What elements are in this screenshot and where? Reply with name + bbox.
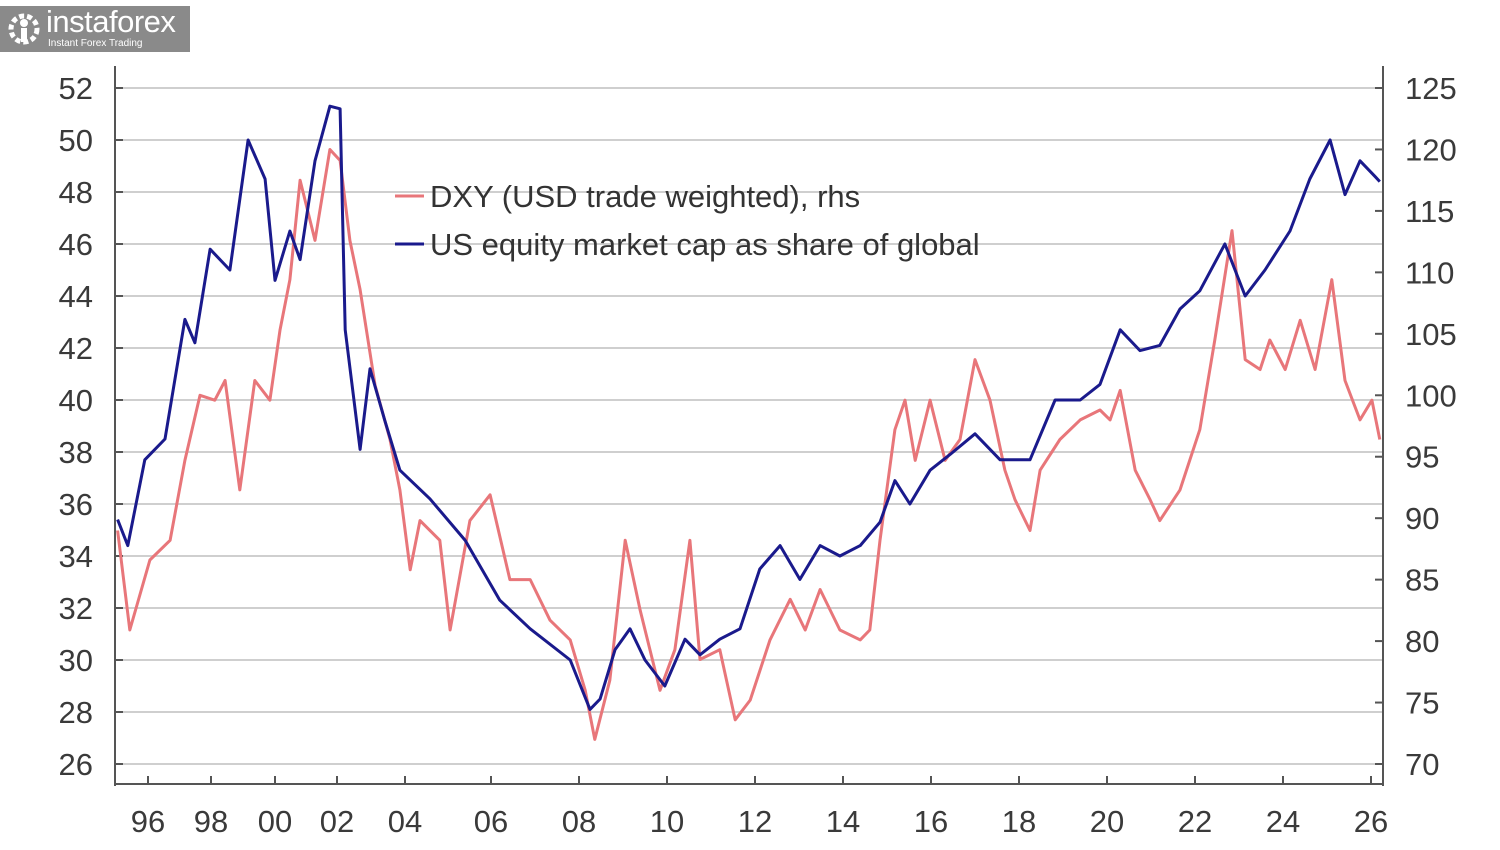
x-axis-tick-label: 22 bbox=[1178, 804, 1212, 839]
left-axis-tick-label: 30 bbox=[59, 643, 93, 678]
right-axis-tick-label: 75 bbox=[1405, 686, 1439, 721]
left-axis-tick-label: 38 bbox=[59, 435, 93, 470]
right-axis-tick-label: 115 bbox=[1405, 194, 1454, 229]
legend-label-equity: US equity market cap as share of global bbox=[430, 227, 980, 262]
right-axis-tick-label: 80 bbox=[1405, 624, 1439, 659]
watermark-tagline: Instant Forex Trading bbox=[48, 38, 143, 49]
right-axis-tick-label: 85 bbox=[1405, 563, 1439, 598]
gridlines bbox=[115, 87, 1383, 765]
right-axis-tick-label: 120 bbox=[1405, 132, 1457, 167]
x-axis-tick-label: 96 bbox=[131, 804, 165, 839]
right-axis-tick-label: 125 bbox=[1405, 71, 1457, 106]
x-axis-tick-label: 18 bbox=[1002, 804, 1036, 839]
x-axis-tick-label: 06 bbox=[474, 804, 508, 839]
left-axis-tick-label: 34 bbox=[59, 539, 93, 574]
instaforex-watermark: instaforex Instant Forex Trading bbox=[0, 6, 190, 52]
legend: DXY (USD trade weighted), rhs US equity … bbox=[395, 179, 980, 262]
left-axis-tick-label: 48 bbox=[59, 175, 93, 210]
axes: 26 28 30 32 34 36 38 40 42 44 46 48 50 52 70 75 80 85 90 95… bbox=[59, 66, 1457, 839]
x-axis-tick-label: 00 bbox=[258, 804, 292, 839]
left-axis-tick-label: 40 bbox=[59, 383, 93, 418]
x-axis-tick-label: 02 bbox=[320, 804, 354, 839]
instaforex-logo-icon bbox=[8, 13, 40, 45]
dxy-line bbox=[116, 148, 1382, 741]
right-axis-tick-label: 70 bbox=[1405, 747, 1439, 782]
us-equity-share-line bbox=[116, 104, 1381, 711]
x-axis-tick-label: 98 bbox=[194, 804, 228, 839]
x-axis-tick-label: 08 bbox=[562, 804, 596, 839]
left-axis-tick-label: 50 bbox=[59, 123, 93, 158]
right-axis-tick-label: 105 bbox=[1405, 317, 1457, 352]
x-axis-tick-label: 26 bbox=[1354, 804, 1388, 839]
right-axis-tick-label: 110 bbox=[1405, 255, 1454, 290]
left-axis-tick-label: 52 bbox=[59, 71, 93, 106]
right-axis-tick-label: 95 bbox=[1405, 440, 1439, 475]
legend-label-dxy: DXY (USD trade weighted), rhs bbox=[430, 179, 860, 214]
series-lines bbox=[116, 104, 1382, 741]
x-axis-tick-label: 14 bbox=[826, 804, 860, 839]
x-axis-tick-label: 20 bbox=[1090, 804, 1124, 839]
left-axis-tick-label: 26 bbox=[59, 747, 93, 782]
x-axis-tick-label: 10 bbox=[650, 804, 684, 839]
watermark-name: instaforex bbox=[46, 4, 176, 39]
right-axis-tick-label: 100 bbox=[1405, 378, 1457, 413]
x-axis-tick-label: 12 bbox=[738, 804, 772, 839]
right-axis-tick-label: 90 bbox=[1405, 501, 1439, 536]
left-axis-tick-label: 42 bbox=[59, 331, 93, 366]
x-axis-tick-label: 24 bbox=[1266, 804, 1300, 839]
x-axis-tick-label: 04 bbox=[388, 804, 422, 839]
left-axis-tick-label: 28 bbox=[59, 695, 93, 730]
left-axis-tick-label: 36 bbox=[59, 487, 93, 522]
left-axis-tick-label: 32 bbox=[59, 591, 93, 626]
left-axis-tick-label: 46 bbox=[59, 227, 93, 262]
left-axis-tick-label: 44 bbox=[59, 279, 93, 314]
x-axis-tick-label: 16 bbox=[914, 804, 948, 839]
